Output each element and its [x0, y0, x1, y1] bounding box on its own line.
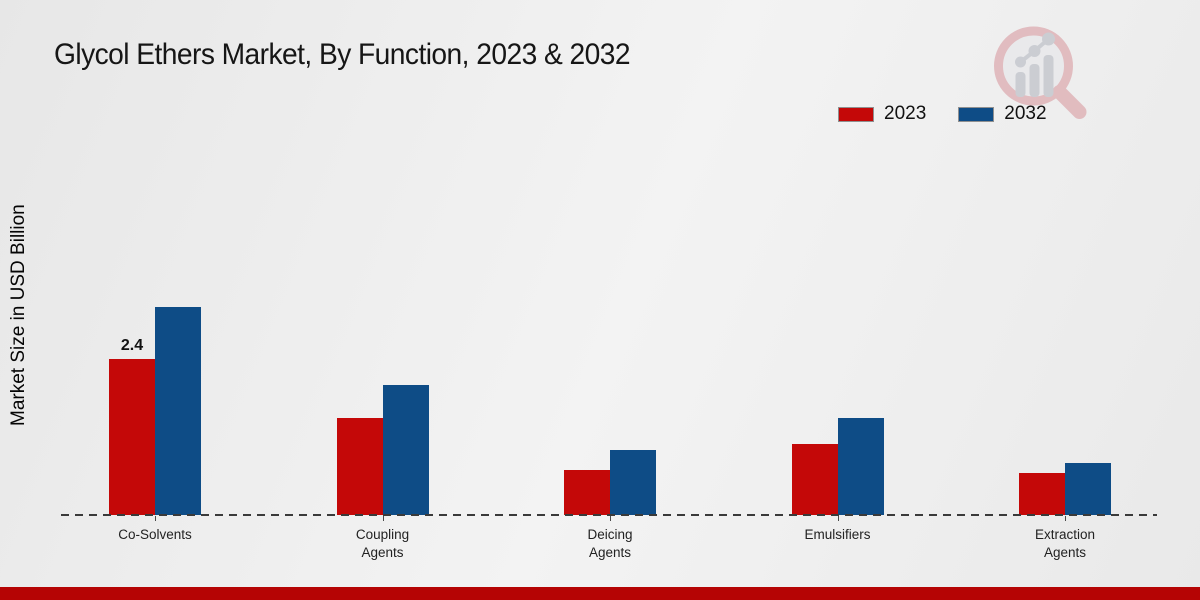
legend: 2023 2032 — [838, 103, 1047, 125]
legend-item-2023: 2023 — [838, 103, 926, 125]
category-label-emulsifiers: Emulsifiers — [804, 527, 871, 542]
category-label-coupling-agents: Coupling Agents — [355, 527, 410, 560]
bar-2023-emulsifiers — [791, 443, 838, 515]
x-axis-baseline — [61, 514, 1157, 516]
category-label-extraction-agents: Extraction Agents — [1034, 527, 1096, 560]
bar-2023-co-solvents — [109, 359, 155, 515]
legend-swatch-2023 — [838, 106, 874, 122]
footer-accent-bar — [0, 587, 1200, 600]
category-label-co-solvents: Co-Solvents — [118, 527, 192, 542]
bar-2023-deicing-agents — [564, 469, 610, 515]
market-research-magnifier-logo — [994, 26, 1087, 119]
legend-label-2023: 2023 — [884, 103, 927, 124]
legend-item-2032: 2032 — [958, 103, 1047, 125]
category-label-deicing-agents: Deicing Agents — [587, 527, 633, 560]
axis-tick-extraction-agents — [1065, 516, 1066, 521]
axis-tick-emulsifiers — [837, 516, 839, 521]
axis-tick-deicing-agents — [610, 516, 611, 521]
legend-label-2032: 2032 — [1004, 103, 1047, 124]
bar-2032-extraction-agents — [1065, 463, 1111, 515]
bar-2032-coupling-agents — [382, 385, 429, 515]
axis-tick-co-solvents — [155, 516, 156, 521]
bar-2023-coupling-agents — [336, 417, 383, 515]
bar-2032-co-solvents — [155, 307, 201, 515]
bar-2032-emulsifiers — [837, 417, 884, 515]
bar-2023-extraction-agents — [1019, 472, 1065, 515]
legend-swatch-2032 — [958, 106, 995, 122]
chart-title: Glycol Ethers Market, By Function, 2023 … — [54, 38, 631, 71]
data-label-2023-co-solvents: 2.4 — [120, 337, 144, 354]
axis-tick-coupling-agents — [382, 516, 384, 521]
bar-2032-deicing-agents — [610, 450, 656, 515]
